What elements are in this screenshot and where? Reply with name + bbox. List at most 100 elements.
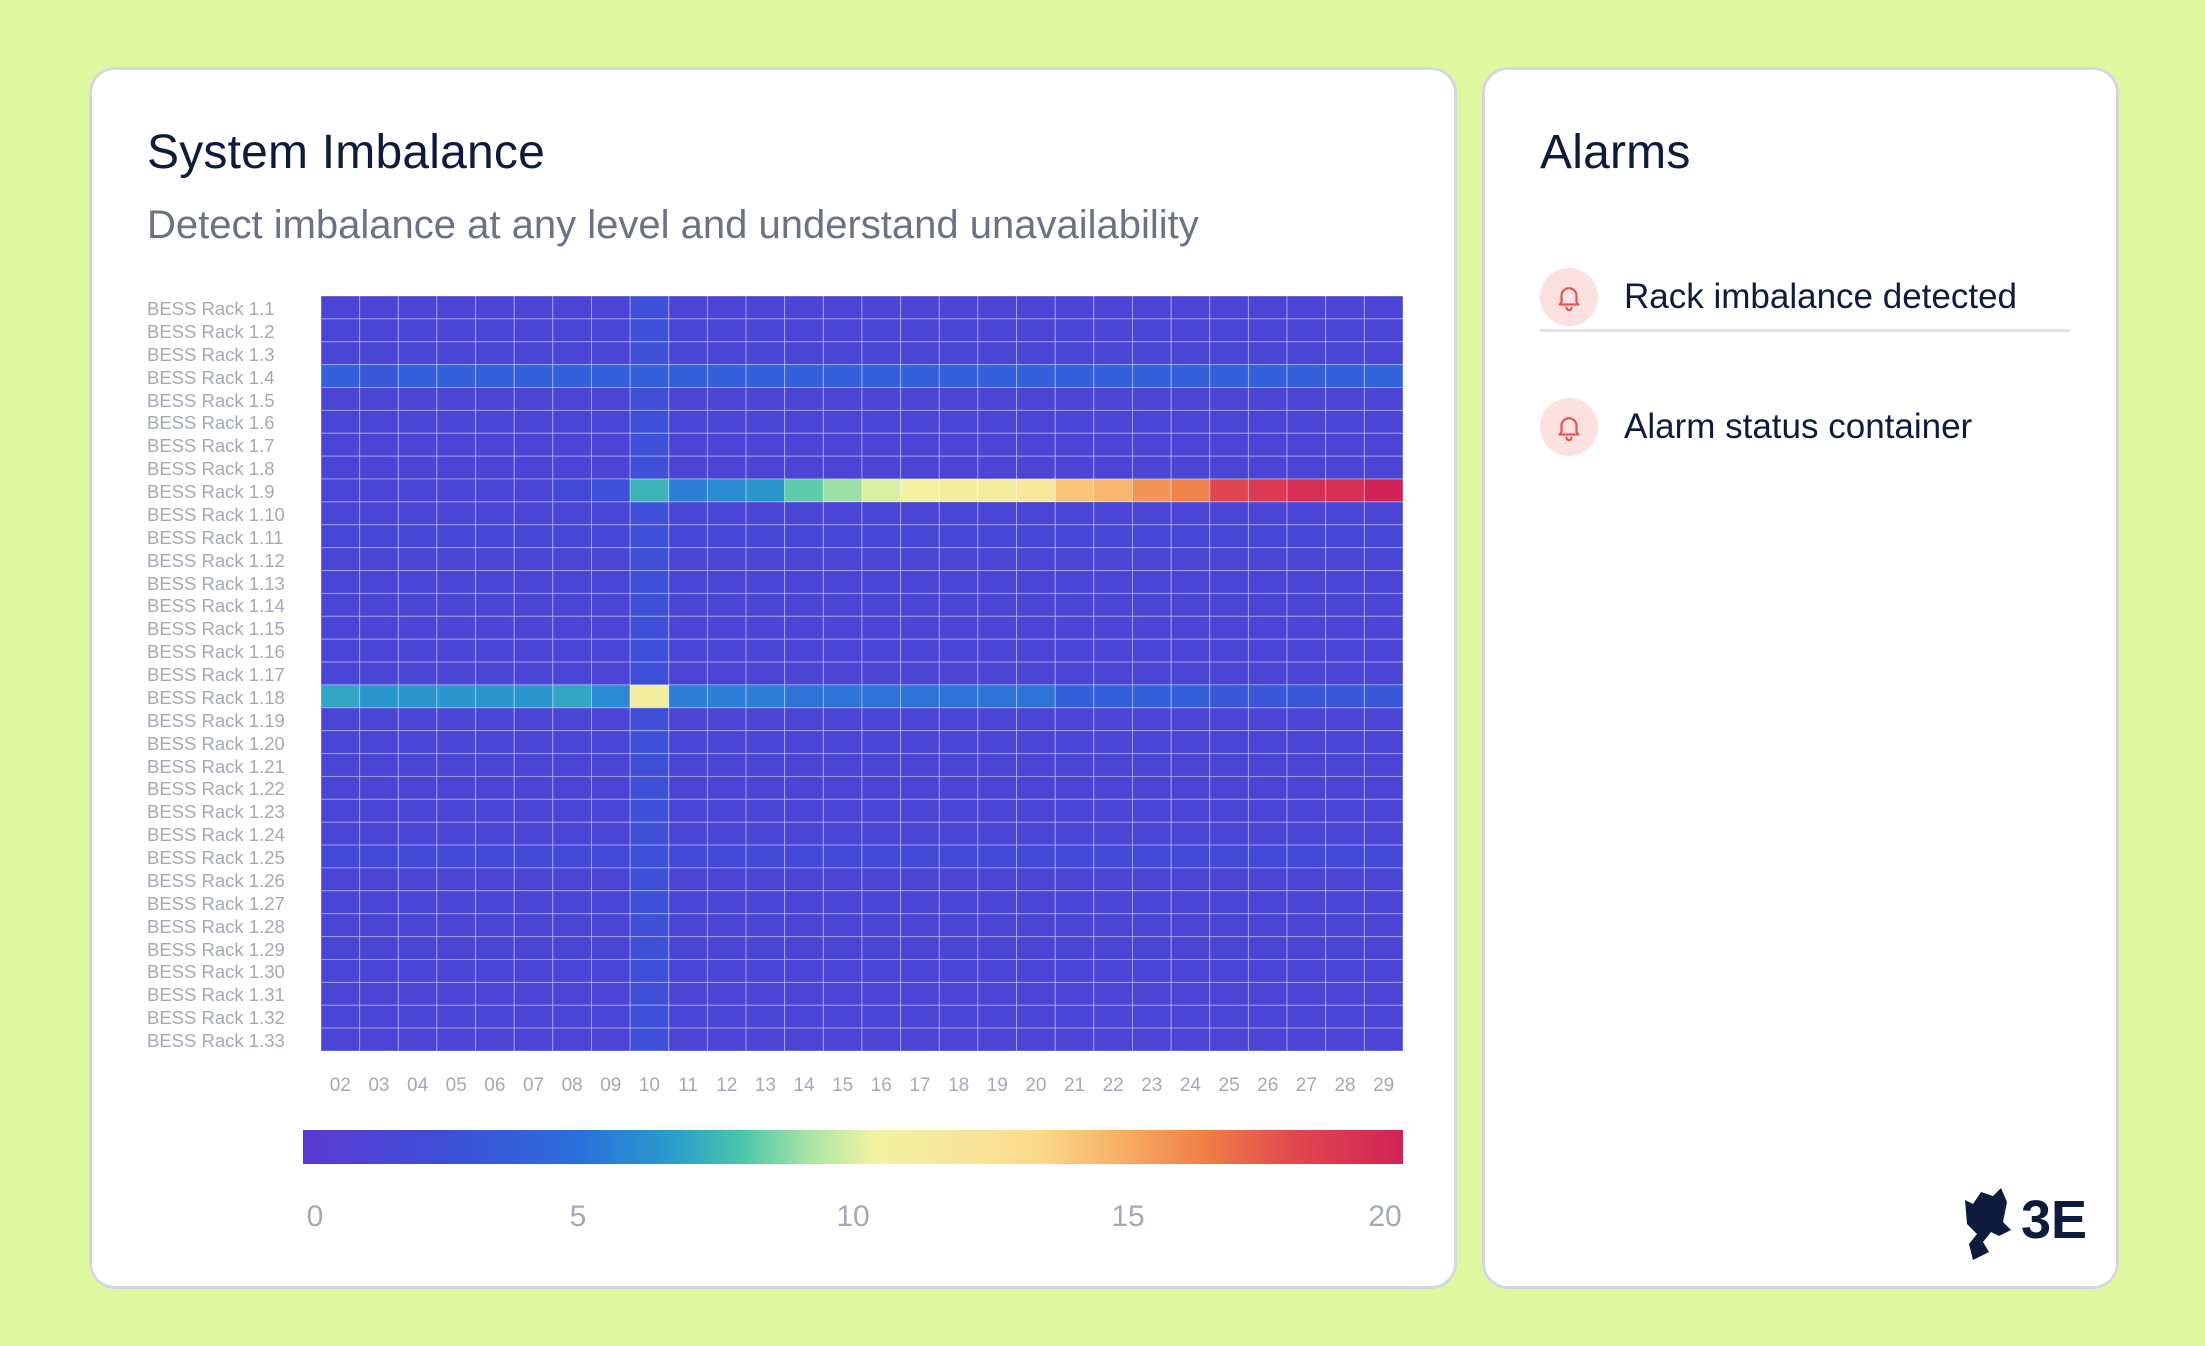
heatmap-cell [784,1027,824,1051]
heatmap-cell [1170,798,1211,823]
heatmap-cell [861,318,902,343]
heatmap-cell [900,1027,940,1051]
heatmap-cell [1325,981,1365,1006]
heatmap-cell [1054,387,1095,411]
heatmap-cell [591,364,631,389]
heatmap-cell [513,684,554,709]
heatmap-cell [784,409,824,434]
heatmap-cell [629,707,670,732]
heatmap-cell [706,753,747,777]
heatmap-cell [668,638,708,663]
heatmap-cell [1363,570,1403,594]
heatmap-cell [1016,615,1056,640]
heatmap-cell [938,958,979,983]
heatmap-cell [784,844,824,869]
heatmap-cell [938,821,979,846]
heatmap-cell [475,890,515,915]
heatmap-cell [1132,615,1172,640]
heatmap-cell [1247,753,1288,777]
heatmap-cell [436,409,477,434]
alarm-item-status-container[interactable]: Alarm status container [1540,396,2070,458]
x-tick-label: 28 [1334,1075,1356,1096]
heatmap-cell [475,798,515,823]
heatmap-cell [1325,775,1365,800]
heatmap-cell [861,1027,902,1051]
heatmap-cell [1363,958,1403,983]
heatmap-cell [1170,661,1211,686]
heatmap-cell [977,684,1018,709]
heatmap-cell [861,296,902,320]
heatmap-cell [1247,936,1288,960]
heatmap-cell [1093,1027,1133,1051]
heatmap-cell [668,501,708,526]
y-tick-label: BESS Rack 1.2 [147,320,275,342]
heatmap-cell [1325,913,1365,938]
heatmap-cell [513,318,554,343]
heatmap-cell [436,615,477,640]
heatmap-cell [745,958,786,983]
heatmap-cell [1170,821,1211,846]
heatmap-cell [629,341,670,366]
heatmap-cell [321,958,361,983]
heatmap-cell [1286,524,1327,549]
heatmap-cell [822,844,863,869]
heatmap-cell [900,638,940,663]
heatmap-cell [629,638,670,663]
heatmap-cell [591,1004,631,1029]
heatmap-cell [397,730,438,755]
heatmap-cell [977,798,1018,823]
heatmap-cell [359,1027,399,1051]
heatmap-cell [822,615,863,640]
heatmap-cell [1209,867,1249,892]
heatmap-cell [1132,821,1172,846]
heatmap-cell [706,364,747,389]
heatmap-cell [1132,936,1172,960]
heatmap-cell [1054,524,1095,549]
heatmap-cell [745,981,786,1006]
heatmap-cell [861,432,902,457]
heatmap-cell [861,615,902,640]
heatmap-cell [1054,844,1095,869]
heatmap-cell [475,1004,515,1029]
heatmap-cell [938,1004,979,1029]
heatmap-cell [1325,478,1365,503]
heatmap-cell [591,684,631,709]
alarms-title: Alarms [1540,126,1691,179]
heatmap-cell [977,592,1018,617]
heatmap-cell [1209,913,1249,938]
heatmap-cell [1247,684,1288,709]
heatmap-cell [784,478,824,503]
heatmap-cell [822,798,863,823]
heatmap-cell [1286,867,1327,892]
y-tick-label: BESS Rack 1.17 [147,664,285,686]
heatmap-cell [668,981,708,1006]
alarm-item-rack-imbalance[interactable]: Rack imbalance detected [1540,266,2070,328]
heatmap-cell [1054,798,1095,823]
heatmap-cell [900,524,940,549]
heatmap-cell [629,592,670,617]
heatmap-cell [1286,821,1327,846]
heatmap-cell [977,341,1018,366]
heatmap-cell [745,775,786,800]
heatmap-cell [1247,981,1288,1006]
heatmap-cell [861,1004,902,1029]
heatmap-cell [1286,1004,1327,1029]
heatmap-cell [784,341,824,366]
heatmap-cell [1016,775,1056,800]
heatmap-cell [900,455,940,480]
heatmap-cell [1286,936,1327,960]
bell-icon [1540,268,1598,326]
heatmap-cell [513,730,554,755]
heatmap-cell [938,318,979,343]
heatmap-cell [1054,615,1095,640]
heatmap-cell [1132,1027,1172,1051]
heatmap-cell [436,730,477,755]
heatmap-cell [591,890,631,915]
heatmap-cell [321,455,361,480]
heatmap-cell [321,730,361,755]
heatmap-cell [784,547,824,572]
y-tick-label: BESS Rack 1.30 [147,961,285,983]
heatmap-cell [938,341,979,366]
heatmap-cell [359,615,399,640]
heatmap-cell [397,661,438,686]
